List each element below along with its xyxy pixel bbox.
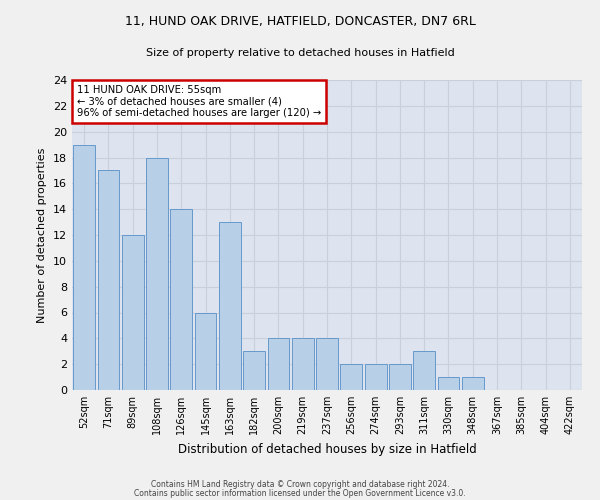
Bar [316, 338, 338, 390]
Bar [194, 312, 217, 390]
Bar [340, 364, 362, 390]
Bar [268, 338, 289, 390]
Text: Size of property relative to detached houses in Hatfield: Size of property relative to detached ho… [146, 48, 454, 58]
Text: 11, HUND OAK DRIVE, HATFIELD, DONCASTER, DN7 6RL: 11, HUND OAK DRIVE, HATFIELD, DONCASTER,… [125, 15, 475, 28]
Bar [389, 364, 411, 390]
Bar [170, 209, 192, 390]
Bar [292, 338, 314, 390]
Bar [243, 351, 265, 390]
Text: Contains HM Land Registry data © Crown copyright and database right 2024.: Contains HM Land Registry data © Crown c… [151, 480, 449, 489]
Bar [413, 351, 435, 390]
X-axis label: Distribution of detached houses by size in Hatfield: Distribution of detached houses by size … [178, 442, 476, 456]
Bar [365, 364, 386, 390]
Bar [437, 377, 460, 390]
Bar [462, 377, 484, 390]
Text: 11 HUND OAK DRIVE: 55sqm
← 3% of detached houses are smaller (4)
96% of semi-det: 11 HUND OAK DRIVE: 55sqm ← 3% of detache… [77, 84, 322, 118]
Bar [97, 170, 119, 390]
Y-axis label: Number of detached properties: Number of detached properties [37, 148, 47, 322]
Bar [219, 222, 241, 390]
Bar [122, 235, 143, 390]
Text: Contains public sector information licensed under the Open Government Licence v3: Contains public sector information licen… [134, 489, 466, 498]
Bar [146, 158, 168, 390]
Bar [73, 144, 95, 390]
